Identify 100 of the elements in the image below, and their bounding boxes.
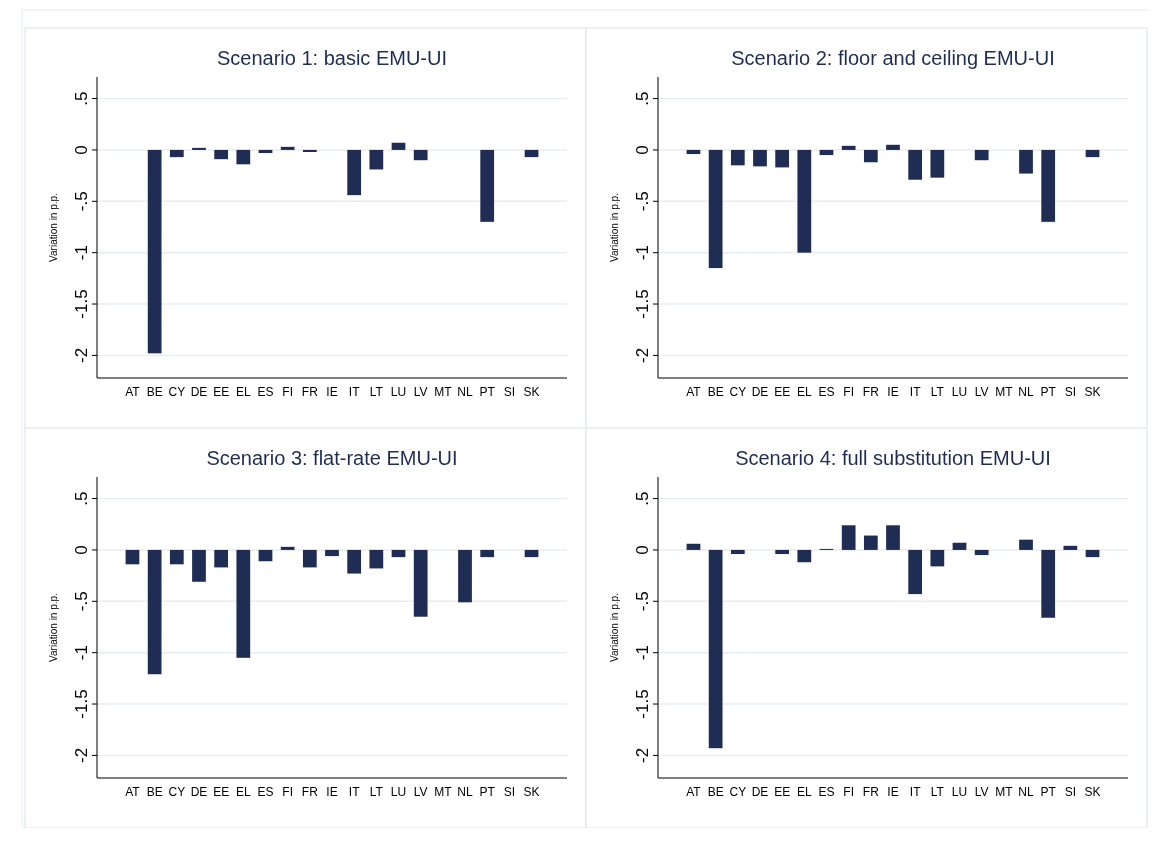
x-tick-label: BE <box>146 385 163 399</box>
y-tick-label: -1 <box>72 645 91 661</box>
x-tick-label: EE <box>774 385 791 399</box>
x-tick-label: SK <box>1084 785 1101 799</box>
x-tick-label: AT <box>686 385 702 399</box>
x-tick-label: LV <box>974 785 989 799</box>
x-tick-label: ES <box>818 385 835 399</box>
y-axis-title: Variation in p.p. <box>609 593 620 662</box>
x-tick-label: LU <box>390 785 407 799</box>
y-tick-label: 0 <box>72 545 91 555</box>
y-tick-label: .5 <box>633 491 652 506</box>
bar <box>775 549 790 555</box>
chart-title: Scenario 1: basic EMU-UI <box>216 47 448 69</box>
y-tick-label: .5 <box>72 491 91 506</box>
x-tick-label: FI <box>843 785 854 799</box>
chart-title: Scenario 4: full substitution EMU-UI <box>735 447 1051 469</box>
x-tick-label: IT <box>348 785 361 799</box>
x-tick-label: DE <box>751 785 769 799</box>
x-tick-label: AT <box>125 785 141 799</box>
x-tick-label: FI <box>282 385 293 399</box>
x-tick-label: CY <box>168 785 186 799</box>
bar <box>524 149 539 158</box>
x-tick-label: IE <box>887 785 899 799</box>
x-tick-label: DE <box>190 385 208 399</box>
bar <box>952 542 967 550</box>
x-tick-label: EE <box>213 785 230 799</box>
bar <box>258 149 273 154</box>
x-tick-label: IE <box>326 785 338 799</box>
y-axis-title: Variation in p.p. <box>48 193 59 262</box>
y-tick-label: -1.5 <box>633 689 652 719</box>
x-tick-label: MT <box>995 385 1014 399</box>
x-tick-label: LV <box>974 385 989 399</box>
y-tick-label: -1.5 <box>633 289 652 319</box>
x-tick-label: FI <box>282 785 293 799</box>
x-tick-label: EL <box>796 785 812 799</box>
bar <box>169 149 184 158</box>
bar <box>1063 545 1078 550</box>
x-tick-label: MT <box>434 385 453 399</box>
bar <box>302 149 317 152</box>
bar <box>391 142 406 150</box>
x-tick-label: DE <box>751 385 769 399</box>
x-tick-label: CY <box>729 785 747 799</box>
x-tick-label: SI <box>503 385 516 399</box>
x-tick-label: EL <box>796 385 812 399</box>
x-tick-label: SK <box>523 385 540 399</box>
bar <box>863 535 878 550</box>
y-axis-title: Variation in p.p. <box>48 593 59 662</box>
x-tick-label: SK <box>1084 385 1101 399</box>
x-tick-label: LU <box>390 385 407 399</box>
bar <box>192 147 206 150</box>
bar <box>413 149 428 161</box>
x-tick-label: ES <box>257 385 274 399</box>
x-tick-label: EL <box>235 785 251 799</box>
x-tick-label: NL <box>457 785 474 799</box>
x-tick-label: IE <box>326 385 338 399</box>
y-tick-label: -2 <box>72 747 91 763</box>
x-tick-label: SI <box>1064 785 1077 799</box>
x-tick-label: NL <box>457 385 474 399</box>
bar <box>974 549 989 556</box>
x-tick-label: AT <box>125 385 141 399</box>
bar <box>480 149 495 222</box>
x-tick-label: ES <box>257 785 274 799</box>
x-tick-label: IT <box>909 785 922 799</box>
y-tick-label: -.5 <box>633 191 652 212</box>
bar <box>841 525 856 550</box>
y-tick-label: .5 <box>72 91 91 106</box>
bar <box>369 149 384 170</box>
bar <box>886 525 900 550</box>
x-tick-label: LU <box>951 785 968 799</box>
bar <box>147 149 162 354</box>
x-tick-label: PT <box>479 785 496 799</box>
bar <box>708 549 723 749</box>
x-tick-label: LT <box>930 785 945 799</box>
bar <box>347 149 362 196</box>
x-tick-label: MT <box>434 785 453 799</box>
x-tick-label: PT <box>479 385 496 399</box>
x-tick-label: LT <box>369 785 384 799</box>
bar <box>280 146 295 150</box>
x-tick-label: AT <box>686 785 702 799</box>
y-tick-label: -.5 <box>72 191 91 212</box>
x-tick-label: CY <box>168 385 186 399</box>
bar <box>236 149 251 165</box>
y-tick-label: -1 <box>633 245 652 261</box>
x-tick-label: LT <box>369 385 384 399</box>
x-tick-label: LV <box>413 785 428 799</box>
x-tick-label: BE <box>146 785 163 799</box>
x-tick-label: ES <box>818 785 835 799</box>
y-tick-label: .5 <box>633 91 652 106</box>
x-tick-label: FR <box>301 785 319 799</box>
bar <box>686 543 701 550</box>
bar <box>214 149 229 160</box>
x-tick-label: EL <box>235 385 251 399</box>
bar <box>1085 549 1100 558</box>
x-tick-label: FR <box>862 785 880 799</box>
y-tick-label: 0 <box>633 145 652 155</box>
x-tick-label: LT <box>930 385 945 399</box>
bar <box>908 549 923 595</box>
y-tick-label: 0 <box>72 145 91 155</box>
y-tick-label: -1 <box>633 645 652 661</box>
x-tick-label: NL <box>1018 385 1035 399</box>
